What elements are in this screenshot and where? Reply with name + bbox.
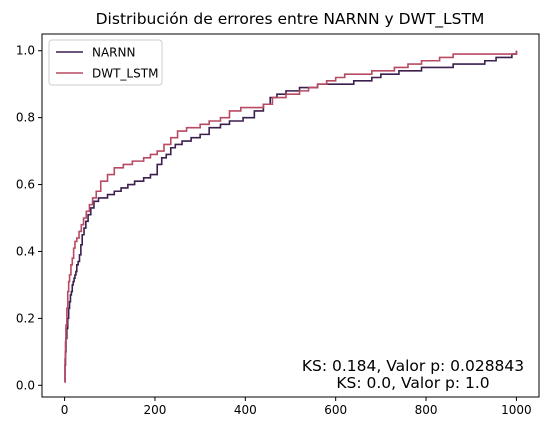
y-tick-label: 1.0 bbox=[16, 44, 35, 58]
y-axis: 0.0 0.2 0.4 0.6 0.8 1.0 bbox=[16, 44, 42, 392]
x-tick-label: 0 bbox=[61, 403, 69, 417]
series-line-narnn bbox=[64, 50, 518, 383]
y-tick-label: 0.8 bbox=[16, 111, 35, 125]
chart-title: Distribución de errores entre NARNN y DW… bbox=[96, 10, 485, 29]
ks-annotation-1: KS: 0.184, Valor p: 0.028843 bbox=[302, 357, 524, 375]
y-tick-label: 0.6 bbox=[16, 178, 35, 192]
plot-area bbox=[64, 50, 518, 383]
x-tick-label: 800 bbox=[415, 403, 438, 417]
x-tick-label: 200 bbox=[144, 403, 167, 417]
y-tick-label: 0.4 bbox=[16, 244, 35, 258]
x-axis: 0 200 400 600 800 1000 bbox=[61, 397, 532, 417]
legend-label: DWT_LSTM bbox=[92, 67, 158, 81]
x-tick-label: 600 bbox=[324, 403, 347, 417]
ks-annotation-2: KS: 0.0, Valor p: 1.0 bbox=[336, 374, 489, 392]
legend: NARNN DWT_LSTM bbox=[48, 39, 163, 86]
y-tick-label: 0.2 bbox=[16, 311, 35, 325]
x-tick-label: 1000 bbox=[501, 403, 532, 417]
series-line-dwt-lstm bbox=[64, 50, 518, 383]
x-tick-label: 400 bbox=[234, 403, 257, 417]
legend-label: NARNN bbox=[92, 46, 135, 60]
y-tick-label: 0.0 bbox=[16, 378, 35, 392]
plot-frame bbox=[41, 33, 540, 398]
